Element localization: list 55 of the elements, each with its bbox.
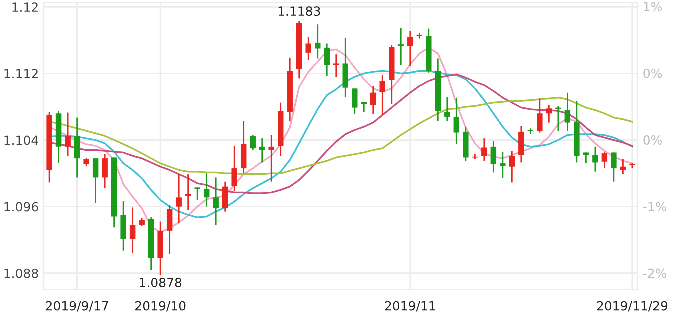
candlestick — [204, 172, 210, 208]
candlestick — [334, 54, 340, 78]
y2-tick-label: -1% — [643, 202, 667, 212]
candlestick — [592, 146, 598, 173]
candlestick — [370, 85, 376, 116]
candlestick — [564, 92, 571, 132]
candlestick — [537, 98, 543, 134]
candlestick — [380, 74, 386, 116]
candlestick — [556, 105, 562, 132]
candlestick — [444, 96, 450, 122]
candlestick — [102, 154, 108, 190]
candlestick — [454, 97, 460, 146]
candlestick — [500, 151, 506, 180]
candlestick — [482, 138, 488, 162]
candlestick — [324, 43, 330, 77]
annotation: 1.1183 — [278, 6, 320, 16]
candlestick — [213, 177, 219, 226]
candlestick — [222, 181, 228, 212]
y2-tick-label: 0% — [644, 68, 662, 78]
candlestick — [250, 134, 256, 151]
y2-tick-label: -2% — [643, 268, 667, 278]
x-tick-label: 2019/11 — [385, 301, 436, 312]
y2-tick-label: 0% — [644, 135, 662, 145]
candlestick — [194, 186, 200, 201]
x-tick-label: 2019/9/17 — [46, 301, 108, 312]
y2-tick-label: 1% — [644, 2, 662, 12]
candlestick — [518, 125, 524, 164]
candlestick — [408, 30, 414, 67]
candlestick — [65, 112, 71, 157]
y-tick-label: 1.096 — [4, 202, 38, 212]
candlestick — [268, 134, 274, 183]
x-tick-label: 2019/10 — [136, 301, 186, 312]
candlestick — [509, 150, 516, 184]
candlestick — [130, 206, 136, 254]
candlestick — [416, 32, 423, 40]
x-tick-label: 2019/11/29 — [597, 301, 668, 312]
y-tick-label: 1.112 — [4, 69, 38, 78]
candlestick — [583, 152, 590, 164]
candlestick — [602, 151, 608, 170]
candlestick — [166, 204, 173, 255]
candlestick — [490, 140, 497, 174]
candlestick — [352, 88, 358, 116]
y-tick-label: 1.104 — [4, 136, 38, 146]
candlestick — [611, 152, 617, 183]
candlestick — [232, 145, 238, 192]
candlestick — [74, 117, 80, 178]
y-tick-label: 1.088 — [4, 268, 38, 278]
candlestick — [315, 24, 321, 60]
candlestick — [306, 36, 312, 62]
candlestick — [546, 104, 552, 124]
annotation: 1.0878 — [140, 278, 182, 288]
candlestick — [92, 158, 99, 204]
candlestick — [176, 174, 182, 224]
y-tick-label: 1.12 — [12, 2, 38, 12]
candlestick — [398, 27, 404, 66]
